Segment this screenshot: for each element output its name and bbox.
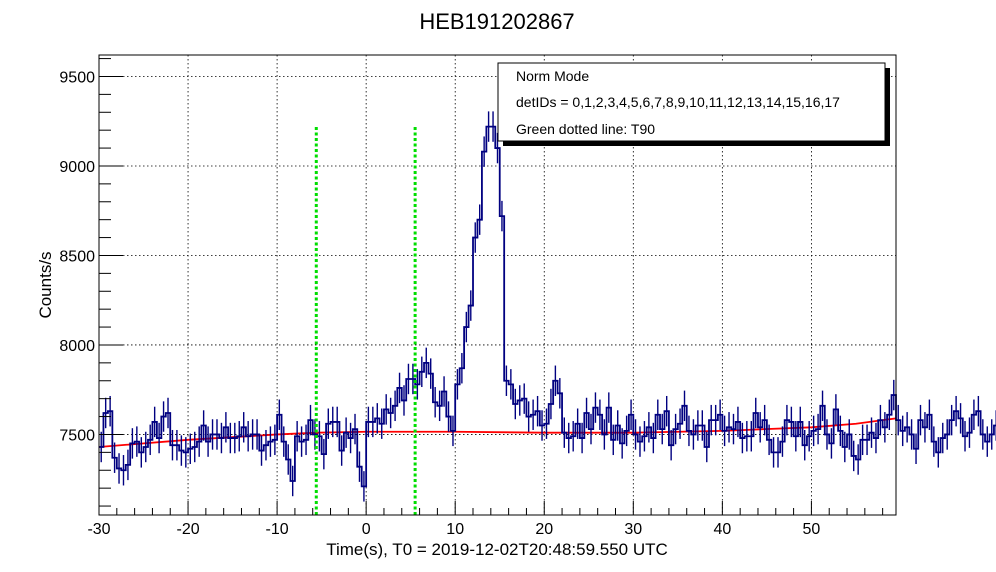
x-axis-title: Time(s), T0 = 2019-12-02T20:48:59.550 UT…: [326, 540, 668, 559]
legend-line-mode: Norm Mode: [516, 68, 589, 84]
background-fit: [98, 417, 897, 448]
y-tick-label: 8000: [59, 338, 95, 355]
axes: -30 -20 -10 0 10 20 30 40 50 7500 8000 8500 9000 9500: [59, 58, 884, 538]
x-tick-label: 30: [624, 521, 642, 538]
plot-frame: [98, 54, 897, 516]
light-curve: [99, 111, 996, 502]
x-tick-label: 10: [446, 521, 464, 538]
chart-title: HEB191202867: [419, 9, 574, 34]
light-curve-steps: [99, 125, 996, 488]
x-tick-label: 0: [362, 521, 371, 538]
y-tick-label: 7500: [59, 427, 95, 444]
y-tick-label: 8500: [59, 248, 95, 265]
background-fit-line: [98, 417, 897, 448]
x-tick-label: -20: [176, 521, 199, 538]
legend-line-t90: Green dotted line: T90: [516, 121, 655, 137]
x-tick-label: -30: [87, 521, 110, 538]
x-tick-label: 40: [713, 521, 731, 538]
t90-markers: [314, 126, 417, 515]
legend-line-detids: detIDs = 0,1,2,3,4,5,6,7,8,9,10,11,12,13…: [516, 94, 840, 110]
y-axis-title: Counts/s: [36, 251, 55, 318]
y-tick-label: 9000: [59, 159, 95, 176]
x-tick-label: 50: [803, 521, 821, 538]
x-tick-label: 20: [535, 521, 553, 538]
legend: Norm Mode detIDs = 0,1,2,3,4,5,6,7,8,9,1…: [497, 62, 890, 146]
y-tick-label: 9500: [59, 69, 95, 86]
x-tick-label: -10: [266, 521, 289, 538]
